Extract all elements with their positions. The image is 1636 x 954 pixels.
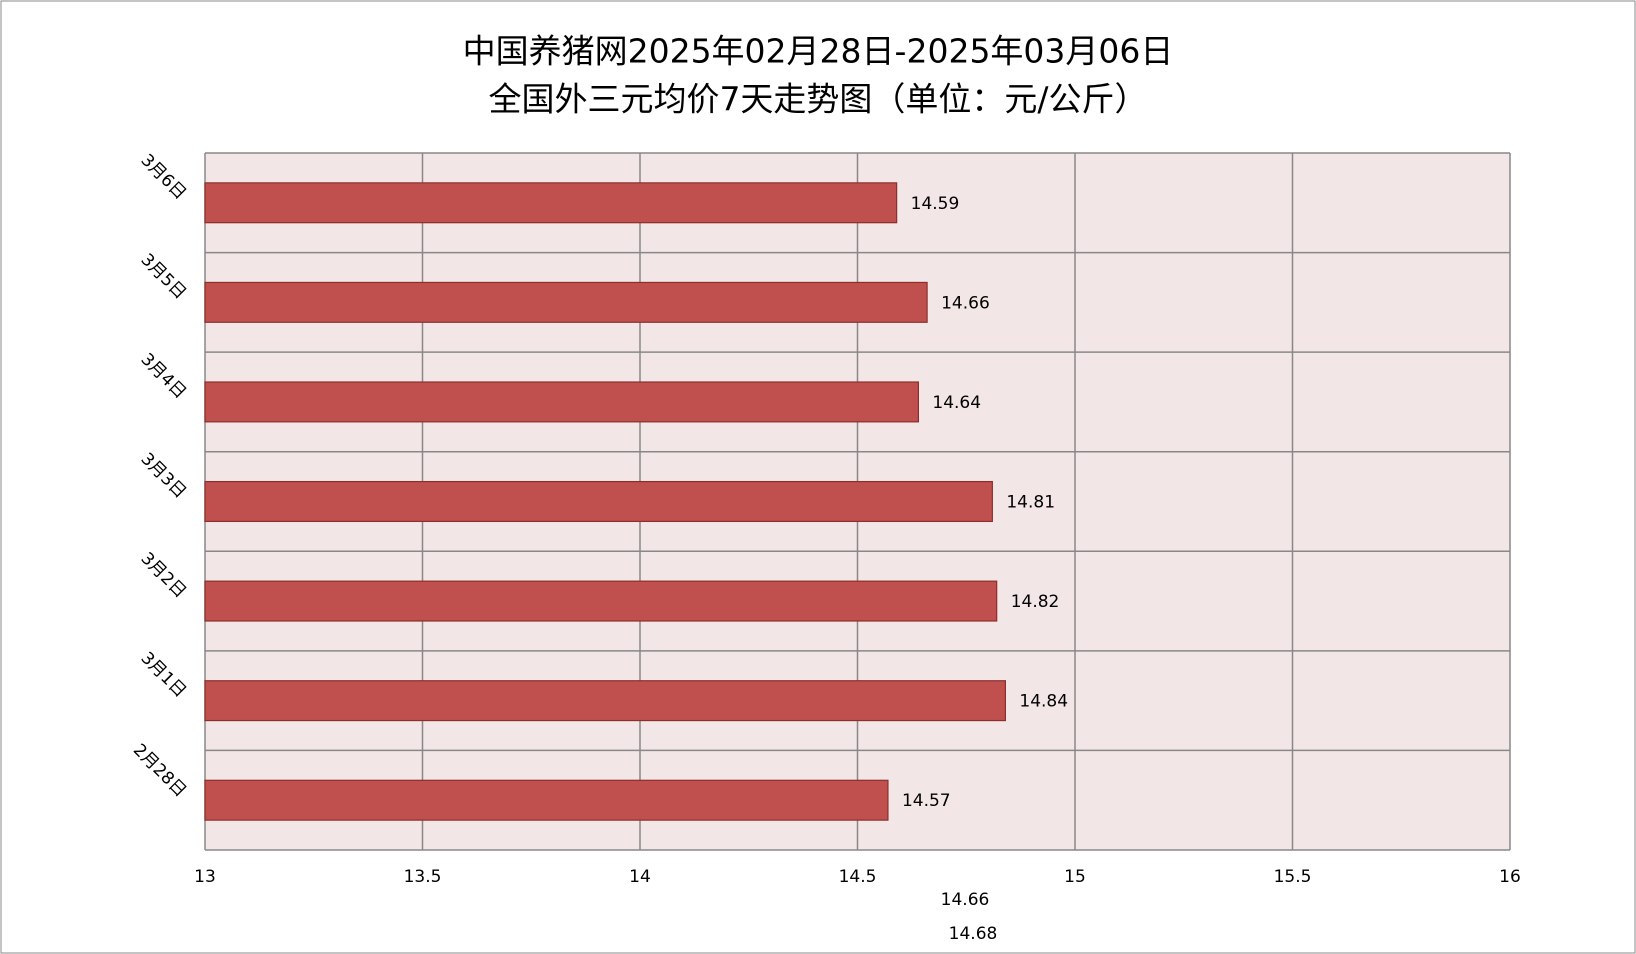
x-tick-label: 16 [1499, 867, 1521, 887]
x-tick-label: 14 [629, 867, 651, 887]
value-label: 14.84 [1019, 692, 1068, 712]
bar [204, 779, 889, 821]
value-label: 14.57 [902, 791, 951, 811]
bar [204, 580, 998, 622]
value-label: 14.82 [1011, 592, 1060, 612]
bar [204, 480, 993, 523]
bar [204, 381, 920, 423]
annotation: 14.68 [949, 924, 998, 944]
bar [204, 680, 1007, 722]
x-tick-label: 14.5 [839, 867, 877, 887]
bar [204, 281, 928, 323]
value-label: 14.64 [932, 393, 981, 413]
value-label: 14.59 [911, 194, 960, 214]
x-tick-label: 13.5 [404, 867, 442, 887]
annotation: 14.66 [941, 890, 990, 910]
bar [204, 182, 898, 224]
x-tick-label: 15.5 [1274, 867, 1312, 887]
x-tick-label: 15 [1064, 867, 1086, 887]
value-label: 14.81 [1006, 493, 1055, 513]
chart-title: 中国养猪网2025年02月28日-2025年03月06日 [463, 32, 1174, 71]
x-tick-label: 13 [194, 867, 216, 887]
chart-title: 全国外三元均价7天走势图（单位：元/公斤） [488, 80, 1147, 119]
value-label: 14.66 [941, 293, 990, 313]
